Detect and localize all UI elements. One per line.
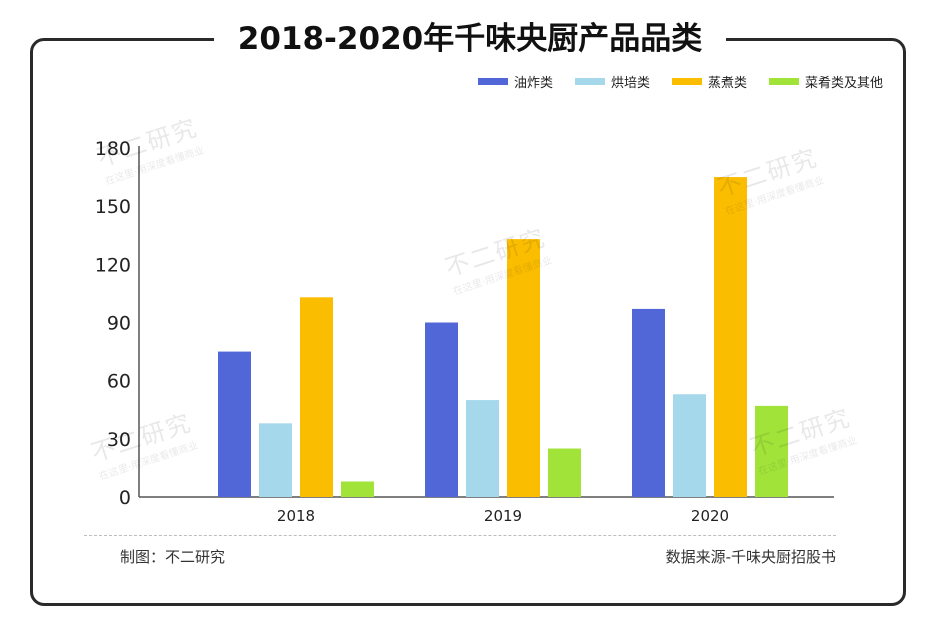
legend-label: 菜肴类及其他 [805,75,884,91]
bar-2019-烘培类 [466,400,499,497]
footer-made-by: 制图：不二研究 [120,548,226,566]
chart-title: 2018-2020年千味央厨产品品类 [213,14,727,64]
bar-2019-菜肴类及其他 [548,448,581,497]
bar-2020-蒸煮类 [714,177,747,498]
y-tick-label: 60 [107,371,131,393]
legend-item: 烘培类 [575,72,650,91]
x-tick-label: 2018 [277,507,315,525]
legend-swatch [478,77,508,85]
legend-swatch [672,77,703,85]
y-tick-label: 150 [95,196,131,218]
legend-item: 菜肴类及其他 [769,72,883,91]
y-tick-label: 30 [107,429,131,451]
bar-2020-菜肴类及其他 [755,405,788,497]
title-wrap: 2018-2020年千味央厨产品品类 [0,14,940,64]
y-tick-label: 180 [95,138,131,160]
x-tick-label: 2019 [484,507,522,525]
bar-2018-菜肴类及其他 [341,481,374,497]
legend-label: 油炸类 [514,75,554,91]
legend-swatch [769,77,800,85]
legend-label: 烘培类 [611,75,651,91]
footer-divider [84,535,836,536]
legend-swatch [575,77,606,85]
bar-2019-油炸类 [425,322,458,497]
y-tick-label: 120 [95,254,131,276]
legend-item: 蒸煮类 [672,72,747,91]
legend: 油炸类 烘培类 蒸煮类 菜肴类及其他 [478,70,905,92]
legend-item: 油炸类 [478,72,553,91]
legend-label: 蒸煮类 [708,75,748,91]
bar-2018-油炸类 [218,351,251,497]
bar-2018-烘培类 [259,423,292,497]
bar-2020-油炸类 [632,308,665,497]
bar-2018-蒸煮类 [300,297,333,497]
footer-source: 数据来源-千味央厨招股书 [665,548,836,566]
x-tick-label: 2020 [691,507,729,525]
y-tick-label: 90 [107,313,131,335]
bar-2019-蒸煮类 [507,239,540,497]
y-tick-label: 0 [119,487,131,509]
bar-2020-烘培类 [673,394,706,497]
